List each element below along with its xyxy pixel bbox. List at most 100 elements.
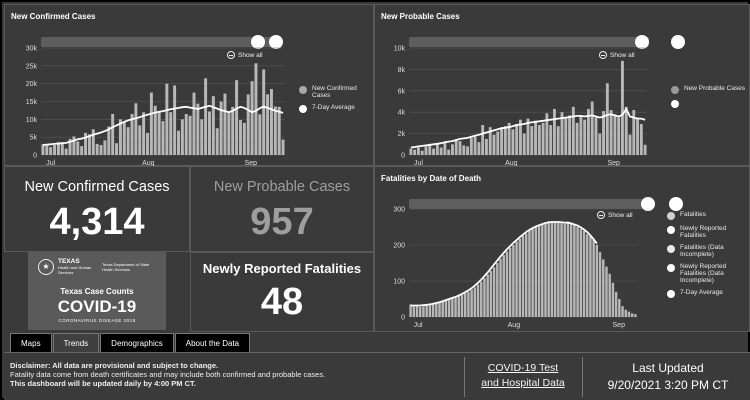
bar [169,112,173,155]
bar [583,119,587,155]
legend-item[interactable]: Fatalities (Data Incomplete) [667,244,747,258]
bar [586,234,589,317]
bar [146,132,149,155]
bar [499,258,502,317]
probable-stat-label: New Probable Cases [213,179,351,195]
tab-demographics[interactable]: Demographics [100,333,174,354]
range-start-handle[interactable] [635,35,649,49]
bar [454,297,457,317]
bar [277,106,281,155]
bar [457,296,460,317]
bar [534,120,537,155]
legend-label: New Confirmed Cases [312,85,357,99]
bar [227,112,231,155]
fatalities-chart-panel: Fatalities by Date of Death Show all 0 10… [374,166,750,332]
legend-item[interactable]: New Probable Cases [671,85,747,94]
bar [553,108,556,155]
bar [428,304,432,317]
range-end-handle[interactable] [671,35,685,49]
y-tick-label: 4k [398,110,406,117]
bar [258,114,262,155]
bar [549,125,553,155]
bar [589,236,592,317]
confirmed-range-slider[interactable] [41,35,283,49]
bar [592,239,595,317]
fatalities-chart-title: Fatalities by Date of Death [381,174,482,183]
bar [269,89,273,155]
legend-item[interactable]: Newly Reported Fatalities [667,225,747,239]
y-tick-label: 0 [33,153,37,160]
probable-range-slider[interactable] [409,35,685,49]
range-start-handle[interactable] [251,35,265,49]
legend-item[interactable]: Newly Reported Fatalities (Data Incomple… [667,263,747,284]
legend-item[interactable]: Fatalities [667,211,747,220]
bar [496,131,500,155]
legend-item[interactable] [671,99,747,108]
legend-item[interactable]: New Confirmed Cases [299,85,371,99]
bar [544,223,547,317]
bar [53,145,57,155]
bar [613,114,617,155]
legend-item[interactable]: 7-Day Average [667,289,747,298]
bar [419,306,422,317]
bar [415,305,419,317]
range-start-handle[interactable] [641,197,655,211]
fatalities-stat-label: Newly Reported Fatalities [202,261,362,276]
bar [126,127,130,155]
bar [460,294,464,317]
bar [512,245,515,317]
tab-trends[interactable]: Trends [52,333,100,354]
bar [56,142,60,155]
bar [594,117,598,155]
legend-item[interactable]: 7-Day Average [299,104,371,113]
bar [531,228,534,317]
tab-about-the-data[interactable]: About the Data [174,333,251,354]
bar [200,119,204,155]
legend-label: New Probable Cases [684,85,746,92]
range-end-handle[interactable] [669,197,683,211]
bar [473,287,477,317]
confirmed-stat-label: New Confirmed Cases [24,179,170,195]
show-all-button[interactable]: Show all [597,211,633,219]
bar [165,83,169,155]
bar [605,83,609,155]
y-tick-label: 2k [398,131,406,138]
bar [534,227,538,317]
update-schedule-note: This dashboard will be updated daily by … [10,379,196,388]
bar [547,222,550,317]
bar [469,137,473,155]
bar [184,113,188,155]
footer: Disclaimer: All data are provisional and… [4,352,750,400]
bar [223,93,227,155]
bar [598,133,602,155]
bar [107,126,111,155]
legend-label: Fatalities [680,211,707,218]
fatalities-range-slider[interactable] [409,197,683,211]
bar [595,245,599,317]
test-hospital-data-link[interactable]: COVID-19 Test and Hospital Data [470,361,576,391]
bar [142,112,146,155]
bar [473,136,477,155]
x-tick-label: Aug [142,160,155,167]
range-end-handle[interactable] [269,35,283,49]
bar [153,105,157,155]
legend-dot-icon [299,105,307,113]
bar [41,144,45,155]
tab-maps[interactable]: Maps [10,333,52,354]
show-all-button[interactable]: Show all [227,51,263,59]
bar [91,129,95,155]
legend-label: Newly Reported Fatalities (Data Incomple… [680,263,727,284]
bar [149,92,153,155]
bar [500,127,503,155]
bar [204,78,208,155]
bar [84,132,88,155]
disclaimer-text: Fatality data come from death certificat… [10,370,326,379]
show-all-button[interactable]: Show all [599,51,635,59]
bar [605,266,608,317]
probable-chart-panel: New Probable Cases Show all 0 2k 4k 6k 8k 10k… [374,4,750,167]
bar [49,147,53,155]
bar [463,293,467,317]
bar [435,143,439,155]
last-updated-value: 9/20/2021 3:20 PM CT [607,378,729,392]
bar [177,130,180,155]
